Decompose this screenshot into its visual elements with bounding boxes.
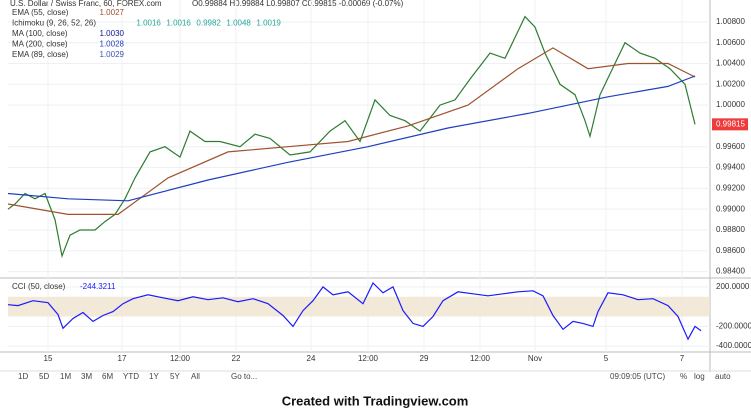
- x-tick-label: 29: [420, 354, 429, 363]
- legend-name[interactable]: EMA (55, close): [12, 8, 69, 17]
- legend-reading: 1.0027: [100, 8, 125, 17]
- legend-reading: 0.9982: [196, 19, 221, 28]
- legend-name[interactable]: MA (100, close): [12, 29, 68, 38]
- series-line: [7, 75, 696, 202]
- clock: 09:09:05 (UTC): [610, 372, 665, 381]
- range-button[interactable]: 6M: [102, 372, 113, 381]
- footer: Created with Tradingview.com: [282, 393, 469, 408]
- y-tick-label: -200.0000: [716, 321, 751, 330]
- range-button[interactable]: All: [191, 372, 200, 381]
- legend-reading: 1.0019: [256, 19, 281, 28]
- y-tick-label: 0.98800: [716, 225, 745, 234]
- goto-button[interactable]: Go to...: [231, 372, 257, 381]
- range-button[interactable]: 1M: [60, 372, 71, 381]
- option-button[interactable]: %: [680, 372, 687, 381]
- y-tick-label: 0.98400: [716, 267, 745, 276]
- x-tick-label: 24: [307, 354, 316, 363]
- cci-band: [8, 296, 710, 317]
- option-button[interactable]: log: [694, 372, 705, 381]
- x-tick-label: 7: [680, 354, 685, 363]
- y-tick-label: 200.0000: [716, 282, 750, 291]
- y-tick-label: 0.98600: [716, 246, 745, 255]
- x-tick-label: 12:00: [358, 354, 379, 363]
- y-tick-label: 1.00800: [716, 17, 745, 26]
- y-tick-label: 0.99400: [716, 163, 745, 172]
- legend-reading: 1.0016: [136, 19, 161, 28]
- legend-reading: 1.0048: [226, 19, 251, 28]
- option-button[interactable]: auto: [715, 372, 731, 381]
- range-button[interactable]: 1D: [18, 372, 28, 381]
- y-tick-label: 1.00400: [716, 59, 745, 68]
- x-tick-label: 15: [44, 354, 53, 363]
- x-tick-label: 17: [118, 354, 127, 363]
- legend-name[interactable]: Ichimoku (9, 26, 52, 26): [12, 19, 96, 28]
- y-tick-label: -400.0000: [716, 341, 751, 350]
- range-button[interactable]: YTD: [123, 372, 139, 381]
- x-tick-label: 5: [604, 354, 609, 363]
- range-button[interactable]: 5Y: [170, 372, 180, 381]
- x-tick-label: Nov: [528, 354, 542, 363]
- x-tick-label: 22: [232, 354, 241, 363]
- x-tick-label: 12:00: [170, 354, 191, 363]
- y-tick-label: 1.00200: [716, 79, 745, 88]
- legend-reading: 1.0016: [166, 19, 191, 28]
- y-tick-label: 0.99600: [716, 142, 745, 151]
- last-price-tag: [712, 118, 748, 131]
- y-tick-label: 0.99000: [716, 204, 745, 213]
- legend-name[interactable]: CCI (50, close): [12, 282, 66, 291]
- legend-reading: 1.0029: [100, 50, 125, 59]
- x-tick-label: 12:00: [470, 354, 491, 363]
- range-button[interactable]: 1Y: [149, 372, 159, 381]
- range-button[interactable]: 5D: [39, 372, 49, 381]
- range-button[interactable]: 3M: [81, 372, 92, 381]
- series-line: [7, 47, 696, 215]
- ohlc: O0.99884 H0.99884 L0.99807 C0.99815 -0.0…: [192, 0, 404, 8]
- legend-name[interactable]: MA (200, close): [12, 40, 68, 49]
- legend-name[interactable]: EMA (89, close): [12, 50, 69, 59]
- symbol-title: U.S. Dollar / Swiss Franc, 60, FOREX.com: [10, 0, 162, 8]
- series-line: [7, 15, 696, 259]
- legend-reading: 1.0030: [100, 29, 125, 38]
- y-tick-label: 1.00600: [716, 38, 745, 47]
- series-line: [7, 281, 702, 341]
- y-tick-label: 0.99200: [716, 183, 745, 192]
- y-tick-label: 1.00000: [716, 100, 745, 109]
- legend-reading: -244.3211: [80, 282, 116, 291]
- legend-reading: 1.0028: [100, 40, 125, 49]
- last-price-label: 0.99815: [716, 119, 745, 128]
